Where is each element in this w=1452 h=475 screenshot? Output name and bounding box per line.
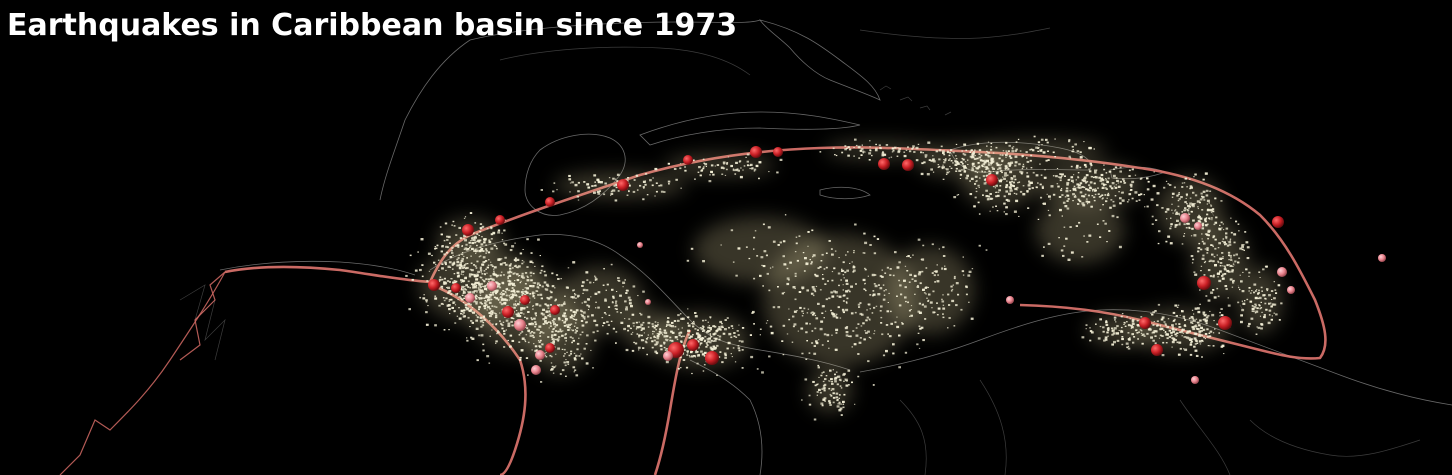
coastline-panama [689, 359, 763, 475]
coastline-gulf [379, 19, 761, 201]
coastline-north [859, 27, 1051, 39]
coastline-cuba [639, 111, 861, 146]
coastline-baja [179, 284, 226, 361]
coastline-yucatan [524, 133, 626, 216]
coastline-bahamas [879, 85, 952, 116]
large-quakes-layer [428, 146, 1386, 384]
small-quakes-layer [405, 135, 1283, 421]
coastline-gulf-inner [499, 46, 751, 76]
plate-boundary-southwest [59, 271, 226, 475]
seismic-glow-layer [419, 139, 1282, 412]
coastline-central-america [429, 234, 851, 371]
coastline-florida [759, 19, 881, 101]
plate-boundary-west-extension [179, 271, 226, 361]
coastline-mexico [219, 260, 416, 276]
coastline-jamaica [819, 186, 871, 200]
river-inland-2 [1249, 419, 1421, 457]
map-title: Earthquakes in Caribbean basin since 197… [7, 8, 738, 43]
river-inland-1 [899, 379, 1231, 475]
